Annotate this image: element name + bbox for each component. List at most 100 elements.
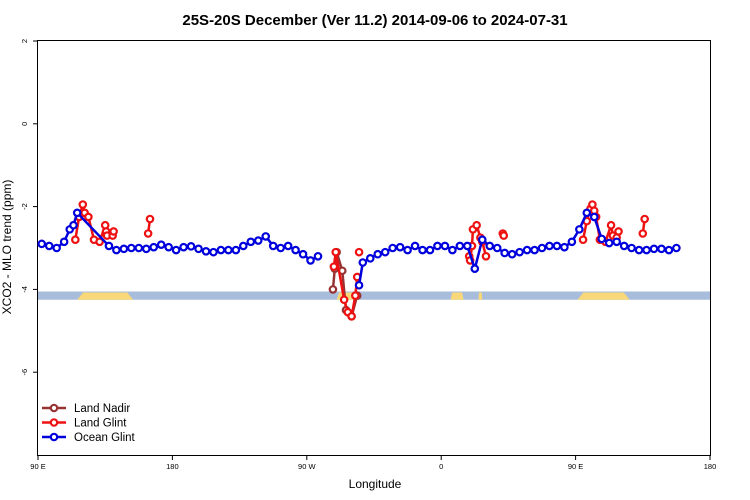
- data-point: [69, 220, 78, 230]
- data-point: [164, 242, 173, 252]
- legend-marker: [49, 403, 59, 413]
- data-point: [71, 235, 80, 245]
- data-point: [657, 244, 666, 254]
- data-point: [418, 245, 427, 255]
- x-tick-label: 180: [166, 462, 179, 471]
- data-point: [37, 239, 47, 249]
- data-point: [339, 295, 349, 305]
- x-tick-label: 180: [704, 462, 717, 471]
- data-point: [522, 245, 532, 255]
- data-point: [201, 247, 211, 256]
- y-axis: 2 0 -2 -4 -6: [20, 39, 38, 376]
- data-point: [365, 254, 375, 263]
- series-line: [41, 211, 319, 262]
- data-point: [578, 235, 588, 245]
- data-point: [619, 241, 629, 251]
- data-point: [186, 242, 196, 251]
- series-layer: [37, 200, 681, 321]
- data-point: [171, 245, 181, 255]
- data-point: [634, 245, 644, 255]
- data-point: [253, 236, 263, 245]
- y-tick-label: -4: [20, 286, 29, 293]
- land-band: [450, 292, 464, 300]
- data-point: [358, 258, 368, 267]
- y-tick-label: 0: [20, 122, 29, 126]
- data-point: [194, 244, 203, 254]
- data-point: [606, 220, 616, 230]
- data-point: [119, 244, 129, 254]
- data-point: [582, 208, 592, 218]
- legend-label: Land Nadir: [74, 403, 130, 415]
- chart-title: 25S-20S December (Ver 11.2) 2014-09-06 t…: [182, 12, 567, 29]
- data-point: [492, 243, 502, 253]
- data-point: [380, 247, 390, 257]
- data-point: [145, 214, 155, 224]
- plot-frame: [37, 40, 711, 456]
- data-point: [127, 243, 136, 253]
- legend-item: Ocean Glint: [42, 432, 136, 444]
- background-bands: [38, 291, 710, 300]
- data-point: [52, 243, 61, 253]
- data-point: [507, 249, 517, 259]
- data-point: [298, 249, 308, 259]
- land-band: [77, 292, 134, 300]
- data-point: [597, 234, 607, 244]
- legend-marker: [49, 432, 59, 442]
- data-point: [112, 245, 121, 255]
- data-point: [354, 247, 364, 257]
- x-tick-label: 0: [439, 462, 443, 471]
- data-point: [485, 241, 495, 251]
- data-point: [500, 248, 509, 258]
- data-point: [470, 264, 480, 274]
- x-tick-label: 90 E: [568, 462, 583, 471]
- data-point: [604, 238, 614, 248]
- data-point: [575, 225, 584, 234]
- legend-label: Ocean Glint: [74, 432, 136, 444]
- data-point: [448, 245, 457, 255]
- data-point: [560, 242, 569, 252]
- land-band: [478, 292, 483, 300]
- x-tick-label: 90 W: [298, 462, 316, 471]
- data-point: [499, 231, 509, 240]
- data-point: [72, 208, 82, 218]
- data-point: [95, 237, 104, 247]
- data-point: [477, 235, 487, 245]
- data-point: [373, 249, 383, 259]
- data-point: [179, 242, 188, 252]
- data-point: [149, 242, 159, 252]
- legend: Land Nadir Land Glint Ocean Glint: [42, 403, 136, 444]
- data-point: [440, 241, 450, 251]
- data-point: [59, 237, 69, 247]
- data-point: [463, 241, 472, 251]
- data-point: [134, 243, 144, 253]
- series-line: [332, 250, 359, 318]
- data-point: [291, 245, 300, 255]
- data-point: [239, 241, 248, 251]
- data-point: [552, 241, 562, 251]
- y-tick-label: -2: [20, 203, 29, 210]
- data-point: [455, 241, 465, 251]
- data-point: [472, 220, 481, 230]
- data-point: [388, 243, 397, 253]
- x-tick-label: 90 E: [30, 462, 45, 471]
- data-point: [331, 247, 341, 257]
- data-point: [537, 243, 547, 253]
- data-point: [329, 262, 339, 271]
- data-point: [612, 237, 621, 247]
- data-point: [268, 241, 278, 251]
- data-point: [84, 212, 93, 222]
- data-point: [216, 245, 226, 255]
- data-point: [589, 212, 599, 222]
- data-point: [395, 242, 405, 252]
- series-ocean-glint: [37, 208, 681, 290]
- data-point: [44, 241, 54, 251]
- data-point: [156, 240, 166, 249]
- data-point: [209, 247, 218, 257]
- data-point: [481, 251, 491, 261]
- data-point: [276, 243, 285, 253]
- data-point: [313, 251, 323, 261]
- data-point: [328, 285, 338, 294]
- land-band: [577, 292, 630, 300]
- y-axis-label: XCO2 - MLO trend (ppm): [0, 180, 14, 315]
